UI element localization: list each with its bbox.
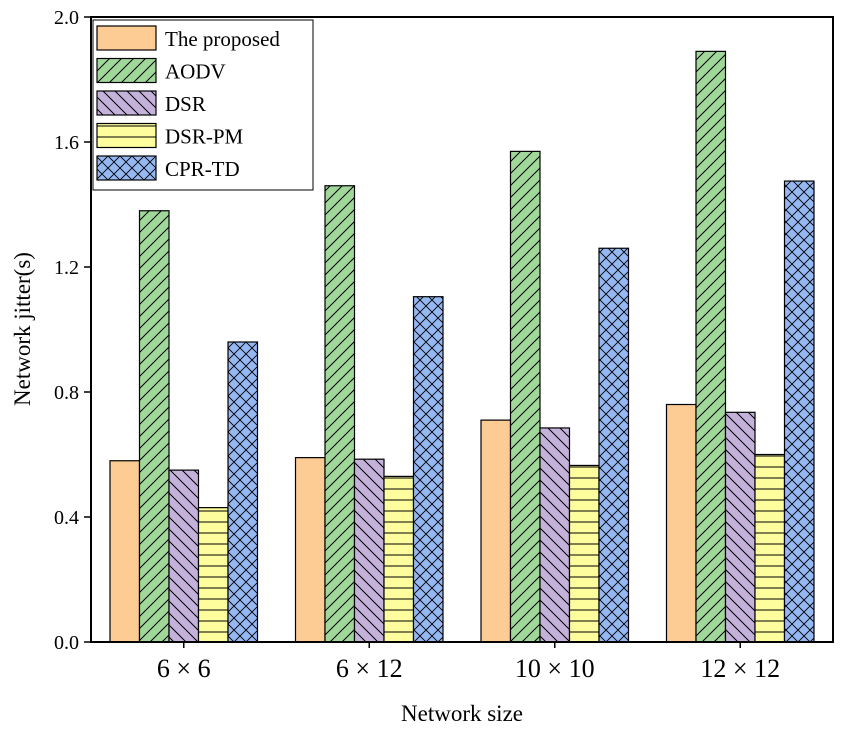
bar-cpr-td-6-6-hatch bbox=[228, 342, 258, 642]
bar-the-proposed-6-6 bbox=[110, 460, 140, 642]
legend-label-dsr-pm: DSR-PM bbox=[165, 125, 244, 149]
y-tick-label: 2.0 bbox=[54, 7, 79, 29]
y-tick-label: 1.6 bbox=[54, 132, 79, 154]
legend-swatch-cpr-td-hatch bbox=[97, 156, 156, 180]
bar-cpr-td-12-12-hatch bbox=[784, 181, 814, 642]
legend-swatch-the-proposed bbox=[97, 26, 156, 50]
legend-swatch-dsr-pm-outline bbox=[96, 122, 157, 149]
legend: The proposed AODV DSR DSR-PM CPR-TD bbox=[92, 19, 314, 191]
bar-aodv-6-12-hatch bbox=[325, 185, 355, 642]
bar-dsr-6-12-hatch bbox=[354, 459, 384, 642]
bar-cpr-td-10-10-hatch bbox=[599, 248, 629, 642]
bar-dsr-pm-6-6-hatch bbox=[198, 507, 228, 642]
bar-the-proposed-6-12 bbox=[295, 457, 325, 642]
x-category-label: 10 × 10 bbox=[515, 654, 595, 683]
x-axis-title: Network size bbox=[401, 701, 523, 726]
plot-area-frame bbox=[90, 16, 834, 643]
y-tick-label: 0.4 bbox=[54, 507, 79, 529]
bar-dsr-pm-10-10-hatch bbox=[569, 465, 599, 642]
bar-aodv-12-12-hatch bbox=[696, 51, 726, 642]
bar-aodv-10-10-hatch bbox=[510, 151, 540, 642]
legend-label-dsr: DSR bbox=[165, 92, 206, 116]
bar-cpr-td-6-12-hatch bbox=[413, 296, 443, 642]
bar-dsr-10-10-hatch bbox=[540, 427, 570, 642]
y-tick-label: 1.2 bbox=[54, 257, 79, 279]
legend-label-aodv: AODV bbox=[165, 60, 226, 84]
bar-the-proposed-10-10 bbox=[481, 420, 511, 642]
y-axis: 0.0 0.4 0.8 1.2 1.6 2.0 bbox=[54, 7, 91, 654]
x-axis: 6 × 6 6 × 12 10 × 10 12 × 12 bbox=[157, 642, 780, 683]
y-tick-label: 0.8 bbox=[54, 382, 79, 404]
legend-label-cpr-td: CPR-TD bbox=[165, 157, 240, 181]
y-tick-label: 0.0 bbox=[54, 632, 79, 654]
bar-dsr-pm-6-12-hatch bbox=[384, 476, 414, 642]
legend-swatch-dsr-pm-hatch bbox=[97, 123, 156, 148]
bar-dsr-pm-12-12-hatch bbox=[755, 454, 785, 642]
x-category-label: 12 × 12 bbox=[700, 654, 780, 683]
bar-dsr-6-6-hatch bbox=[169, 470, 199, 642]
legend-swatch-dsr-hatch bbox=[97, 91, 156, 115]
legend-swatch-dsr-outline bbox=[96, 90, 157, 116]
x-category-label: 6 × 6 bbox=[157, 654, 211, 683]
legend-swatch-the-proposed-outline bbox=[96, 25, 157, 51]
bars bbox=[109, 50, 815, 643]
legend-swatch-aodv-hatch bbox=[97, 58, 156, 83]
bar-dsr-12-12-hatch bbox=[725, 412, 755, 642]
bar-aodv-6-6-hatch bbox=[139, 210, 169, 642]
y-axis-title: Network jitter(s) bbox=[10, 252, 35, 406]
bar-the-proposed-12-12 bbox=[666, 404, 696, 642]
legend-swatch-aodv-outline bbox=[96, 57, 157, 84]
legend-swatch-cpr-td-outline bbox=[96, 155, 157, 181]
legend-label-the-proposed: The proposed bbox=[165, 27, 280, 51]
x-category-label: 6 × 12 bbox=[336, 654, 403, 683]
